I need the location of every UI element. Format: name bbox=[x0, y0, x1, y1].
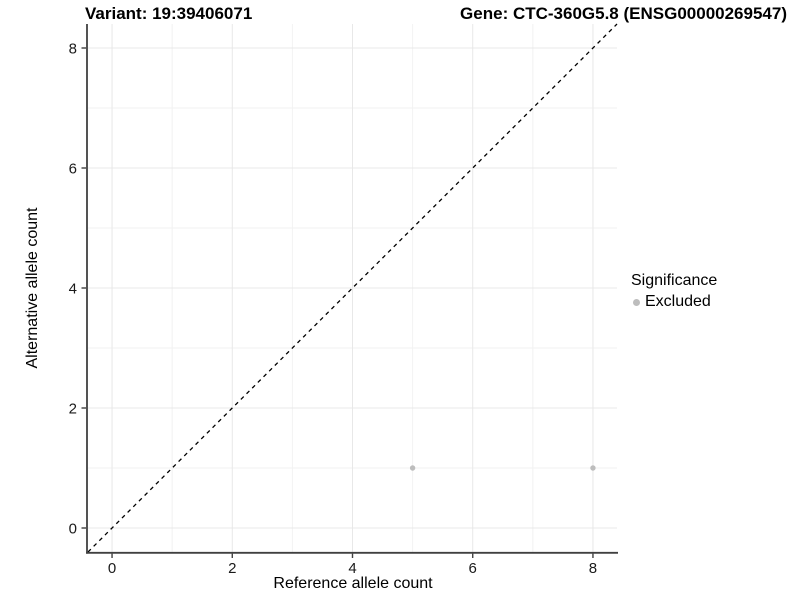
plot-title-gene: Gene: CTC-360G5.8 (ENSG00000269547) bbox=[460, 4, 787, 23]
x-tick-label: 4 bbox=[348, 560, 356, 577]
plot-title-variant: Variant: 19:39406071 bbox=[85, 4, 253, 23]
x-tick-label: 0 bbox=[108, 560, 116, 577]
x-tick-label: 8 bbox=[589, 560, 597, 577]
x-tick-label: 6 bbox=[469, 560, 477, 577]
x-tick-label: 2 bbox=[228, 560, 236, 577]
legend-item-label: Excluded bbox=[645, 293, 711, 310]
legend-point-icon bbox=[633, 298, 640, 306]
y-tick-label: 2 bbox=[69, 401, 77, 418]
data-point bbox=[409, 465, 416, 471]
data-point bbox=[590, 465, 596, 471]
y-tick-label: 8 bbox=[69, 41, 77, 58]
y-axis-title: Alternative allele count bbox=[24, 207, 41, 369]
x-axis-title: Reference allele count bbox=[273, 575, 433, 592]
legend-item-excluded: Excluded bbox=[633, 293, 717, 311]
y-tick-label: 4 bbox=[69, 281, 77, 298]
y-tick-label: 6 bbox=[69, 161, 77, 178]
legend-title: Significance bbox=[631, 272, 718, 289]
legend: Significance Excluded bbox=[631, 272, 717, 311]
y-tick-label: 0 bbox=[69, 521, 77, 538]
